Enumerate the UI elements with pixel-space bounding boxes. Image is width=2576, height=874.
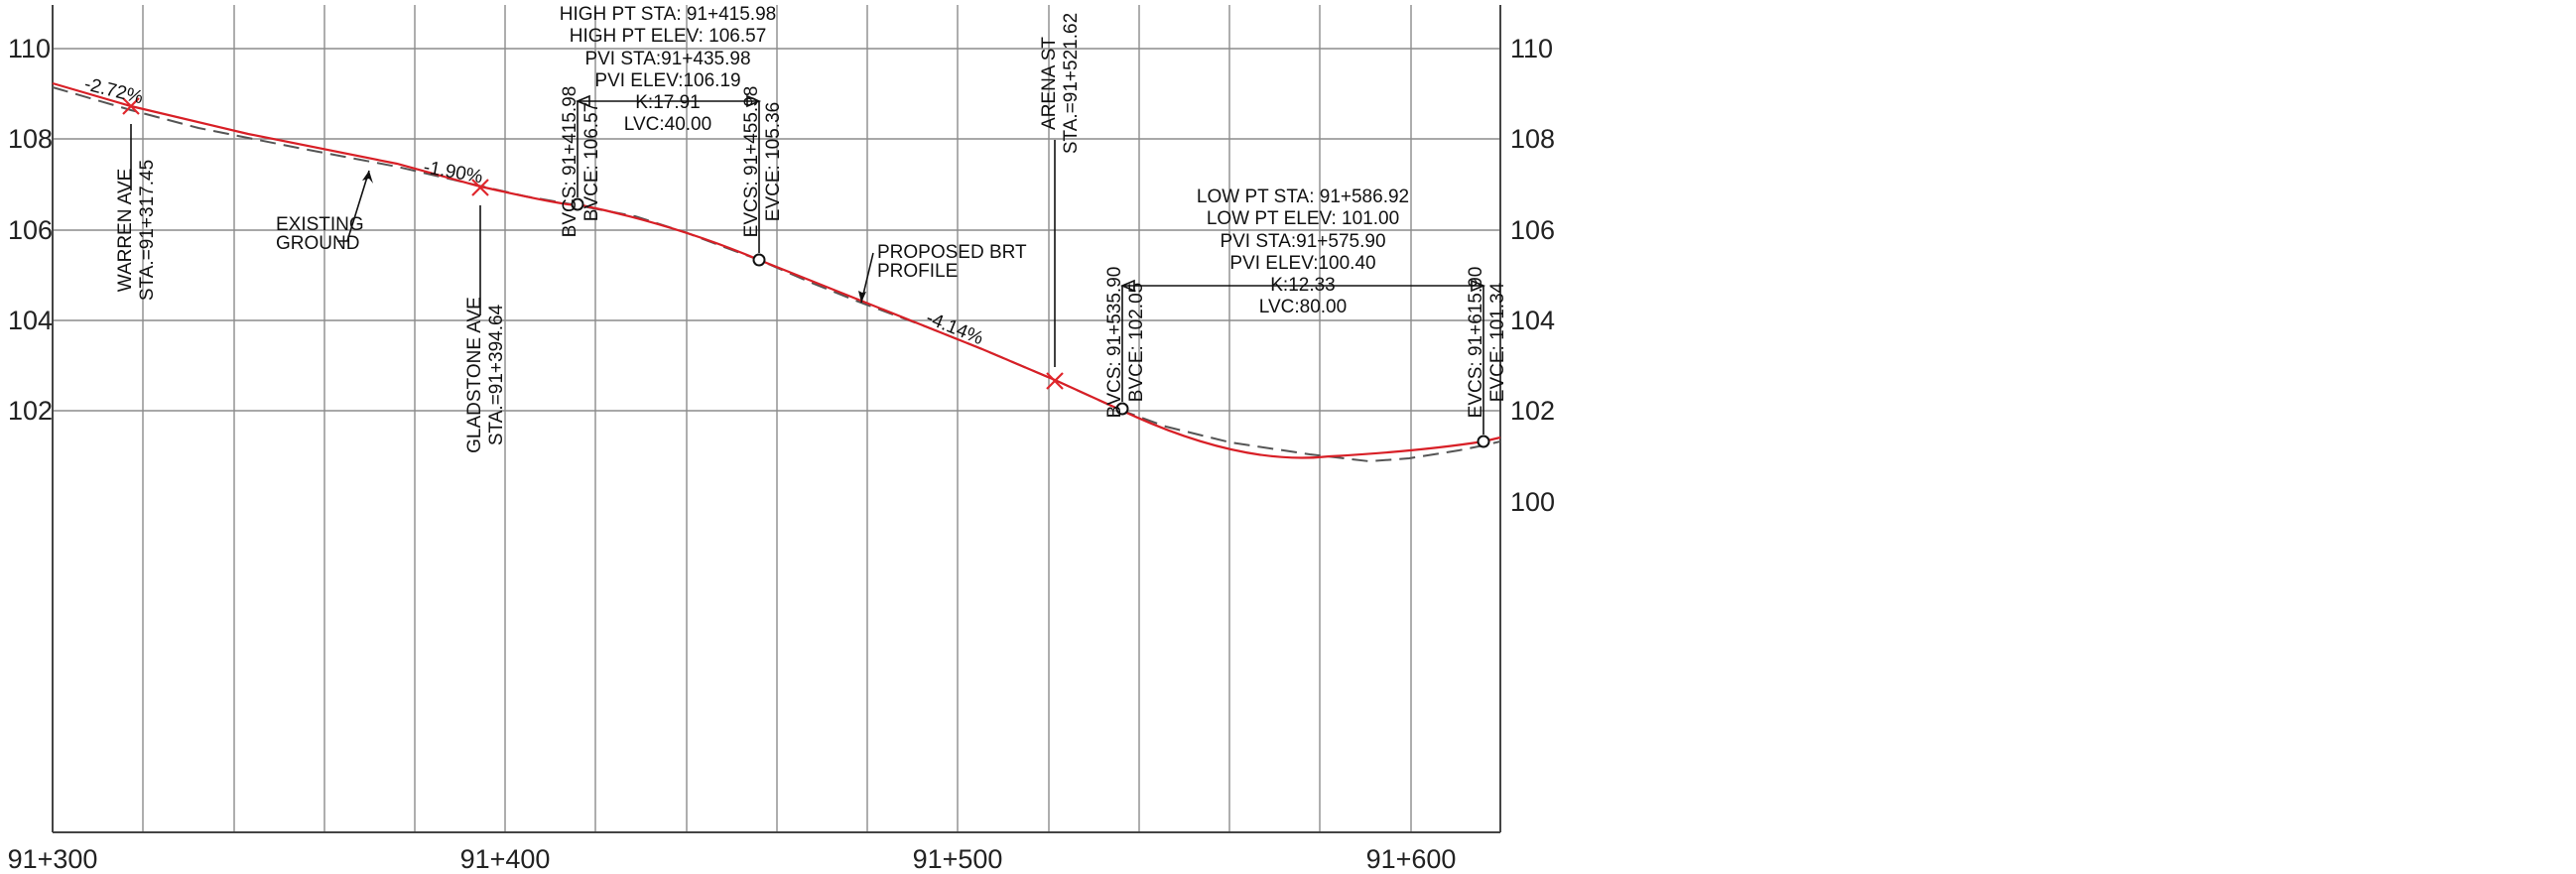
curve-info-line: HIGH PT STA: 91+415.98 [560,4,776,25]
station-value: STA.=91+521.62 [1061,13,1082,154]
curve-info-1: HIGH PT STA: 91+415.98 HIGH PT ELEV: 106… [560,4,776,135]
grade-label: -1.90% [422,157,484,187]
bvc-circle-1 [571,197,584,211]
y-tick-label: 102 [1510,396,1555,426]
y-tick-label: 108 [1510,124,1555,154]
curve-info-line: PVI STA:91+435.98 [584,49,750,69]
y-tick-label: 106 [1510,215,1555,245]
x-tick-label: 91+600 [1366,844,1457,874]
y-tick-label: 106 [8,215,53,245]
curve-info-line: HIGH PT ELEV: 106.57 [570,26,767,47]
y-tick-label: 102 [8,396,53,426]
y-tick-label: 104 [8,306,53,335]
evc-label-1: EVCS: 91+455.98 EVCE: 105.36 [741,86,784,238]
callout-line: GROUND [276,233,359,254]
x-tick-label: 91+500 [913,844,1003,874]
callout-line: PROPOSED BRT [877,242,1027,263]
evc-circle-2 [1477,435,1490,448]
bvce-text: BVCE: 106.57 [581,102,602,221]
evce-text: EVCE: 101.34 [1487,282,1508,402]
curve-info-line: LVC:80.00 [1259,297,1347,317]
evc-label-2: EVCS: 91+615.90 EVCE: 101.34 [1466,267,1508,419]
station-name: WARREN AVE [115,169,136,293]
station-name: ARENA ST [1039,37,1060,130]
evcs-text: EVCS: 91+615.90 [1466,267,1486,419]
y-tick-label: 100 [1510,487,1555,517]
curve-info-2: LOW PT STA: 91+586.92 LOW PT ELEV: 101.0… [1197,187,1409,317]
station-label-warren: WARREN AVE STA.=91+317.45 [115,160,158,301]
grid [52,5,1501,833]
proposed-brt-callout: PROPOSED BRT PROFILE [877,242,1027,282]
x-tick-label: 91+300 [8,844,98,874]
bvc-circle-2 [1115,402,1129,416]
station-value: STA.=91+394.64 [486,304,507,445]
y-tick-label: 110 [1510,34,1553,63]
y-axis-right: 110 108 106 104 102 100 [1510,34,1555,517]
grade-label: -4.14% [923,308,986,349]
existing-ground-callout: EXISTING GROUND [276,214,364,254]
station-marker-warren [122,97,140,115]
x-tick-label: 91+400 [460,844,551,874]
bvcs-text: BVCS: 91+415.98 [560,86,580,238]
evc-circle-1 [752,253,766,267]
y-tick-label: 110 [8,34,51,63]
station-label-gladstone: GLADSTONE AVE STA.=91+394.64 [464,297,507,453]
station-marker-gladstone [471,179,489,196]
curve-info-line: PVI ELEV:106.19 [594,70,740,91]
bvc-label-1: BVCS: 91+415.98 BVCE: 106.57 [560,86,602,238]
y-tick-label: 108 [8,124,53,154]
x-axis: 91+300 91+400 91+500 91+600 [8,844,1457,874]
curve-info-line: LVC:40.00 [624,114,711,135]
grade-label: -2.72% [82,73,146,108]
station-name: GLADSTONE AVE [464,297,485,453]
leaders [130,94,1486,435]
bvce-text: BVCE: 102.05 [1126,283,1147,402]
callout-line: PROFILE [877,261,958,282]
curve-info-line: LOW PT ELEV: 101.00 [1207,208,1399,229]
curve-info-line: K:17.91 [635,92,701,113]
curve-info-line: K:12.33 [1270,275,1336,296]
evce-text: EVCE: 105.36 [763,102,784,221]
bvcs-text: BVCS: 91+535.90 [1104,267,1125,419]
station-value: STA.=91+317.45 [137,160,158,301]
curve-info-line: PVI ELEV:100.40 [1229,253,1375,274]
curve-info-line: LOW PT STA: 91+586.92 [1197,187,1409,207]
station-label-arena: ARENA ST STA.=91+521.62 [1039,13,1082,154]
y-tick-label: 104 [1510,306,1555,335]
station-marker-arena [1046,372,1064,390]
callout-line: EXISTING [276,214,364,235]
evcs-text: EVCS: 91+455.98 [741,86,762,238]
proposed-profile-line [52,81,1501,459]
bvc-label-2: BVCS: 91+535.90 BVCE: 102.05 [1104,267,1147,419]
curve-info-line: PVI STA:91+575.90 [1220,231,1385,252]
y-axis-left: 110 108 106 104 102 [8,34,53,426]
existing-ground-line [52,86,1501,463]
